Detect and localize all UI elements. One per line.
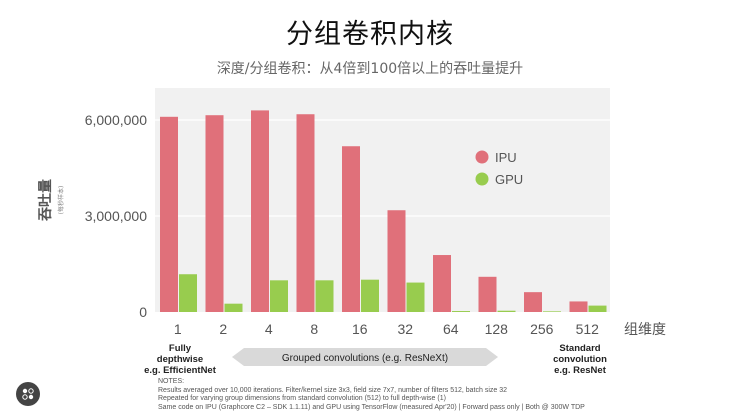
bar-ipu	[478, 276, 497, 312]
x-tick-label: 512	[576, 321, 600, 337]
bar-gpu	[588, 305, 607, 312]
annotation-fully-depthwise-text: Fully depthwise e.g. EfficientNet	[144, 343, 216, 376]
x-tick-label: 32	[397, 321, 413, 337]
legend-label-ipu: IPU	[495, 150, 517, 165]
x-tick-label: 128	[485, 321, 509, 337]
bar-gpu	[361, 279, 379, 312]
x-tick-label: 8	[310, 321, 318, 337]
graphcore-logo-icon	[16, 382, 40, 406]
x-tick-label: 1	[174, 321, 182, 337]
x-tick-label: 2	[219, 321, 227, 337]
notes-heading: NOTES:	[158, 378, 185, 385]
annotation-fully-depthwise: Fully depthwise e.g. EfficientNet	[140, 343, 220, 376]
bar-ipu	[433, 255, 451, 312]
bar-ipu	[205, 115, 224, 312]
x-tick-label: 4	[265, 321, 273, 337]
x-tick-label: 64	[443, 321, 459, 337]
notes-block: NOTES: Results averaged over 10,000 iter…	[158, 378, 585, 412]
grouped-convolutions-arrow	[232, 348, 498, 366]
bar-gpu	[406, 282, 425, 312]
bar-ipu	[296, 114, 315, 313]
notes-line: Results averaged over 10,000 iterations.…	[158, 386, 508, 394]
annotation-standard-convolution: Standard convolution e.g. ResNet	[540, 343, 620, 376]
bar-gpu	[315, 280, 334, 312]
bar-gpu	[270, 280, 288, 312]
bar-ipu	[251, 110, 269, 313]
annotation-standard-convolution-text: Standard convolution e.g. ResNet	[553, 343, 607, 376]
bar-gpu	[543, 311, 561, 312]
bar-gpu	[497, 310, 516, 312]
notes-line: Same code on IPU (Graphcore C2 – SDK 1.1…	[158, 403, 585, 411]
bar-ipu	[160, 116, 178, 312]
y-tick-label: 3,000,000	[85, 208, 147, 224]
bar-gpu	[452, 311, 470, 312]
bar-ipu	[569, 301, 588, 312]
legend-label-gpu: GPU	[495, 172, 523, 187]
annotation-grouped-convolutions: Grouped convolutions (e.g. ResNeXt)	[282, 353, 448, 364]
y-axis-label: 吞吐量	[38, 179, 54, 221]
page-subtitle: 深度/分组卷积：从4倍到100倍以上的吞吐量提升	[216, 61, 524, 77]
notes-line: Repeated for varying group dimensions fr…	[158, 395, 446, 402]
bar-ipu	[387, 210, 406, 312]
page-title: 分组卷积内核	[286, 19, 454, 50]
plot-background	[155, 88, 610, 312]
bar-ipu	[524, 292, 542, 312]
bar-ipu	[342, 146, 360, 312]
x-tick-label: 16	[352, 321, 368, 337]
legend-marker-gpu	[475, 172, 489, 186]
y-tick-label: 6,000,000	[85, 112, 147, 128]
bar-gpu	[179, 274, 197, 312]
y-tick-label: 0	[139, 304, 147, 320]
y-axis-unit-label: (每秒样本)	[57, 186, 65, 215]
x-axis-label: 组维度	[624, 322, 666, 338]
bar-gpu	[224, 303, 243, 312]
x-tick-label: 256	[530, 321, 554, 337]
legend-marker-ipu	[475, 150, 489, 164]
